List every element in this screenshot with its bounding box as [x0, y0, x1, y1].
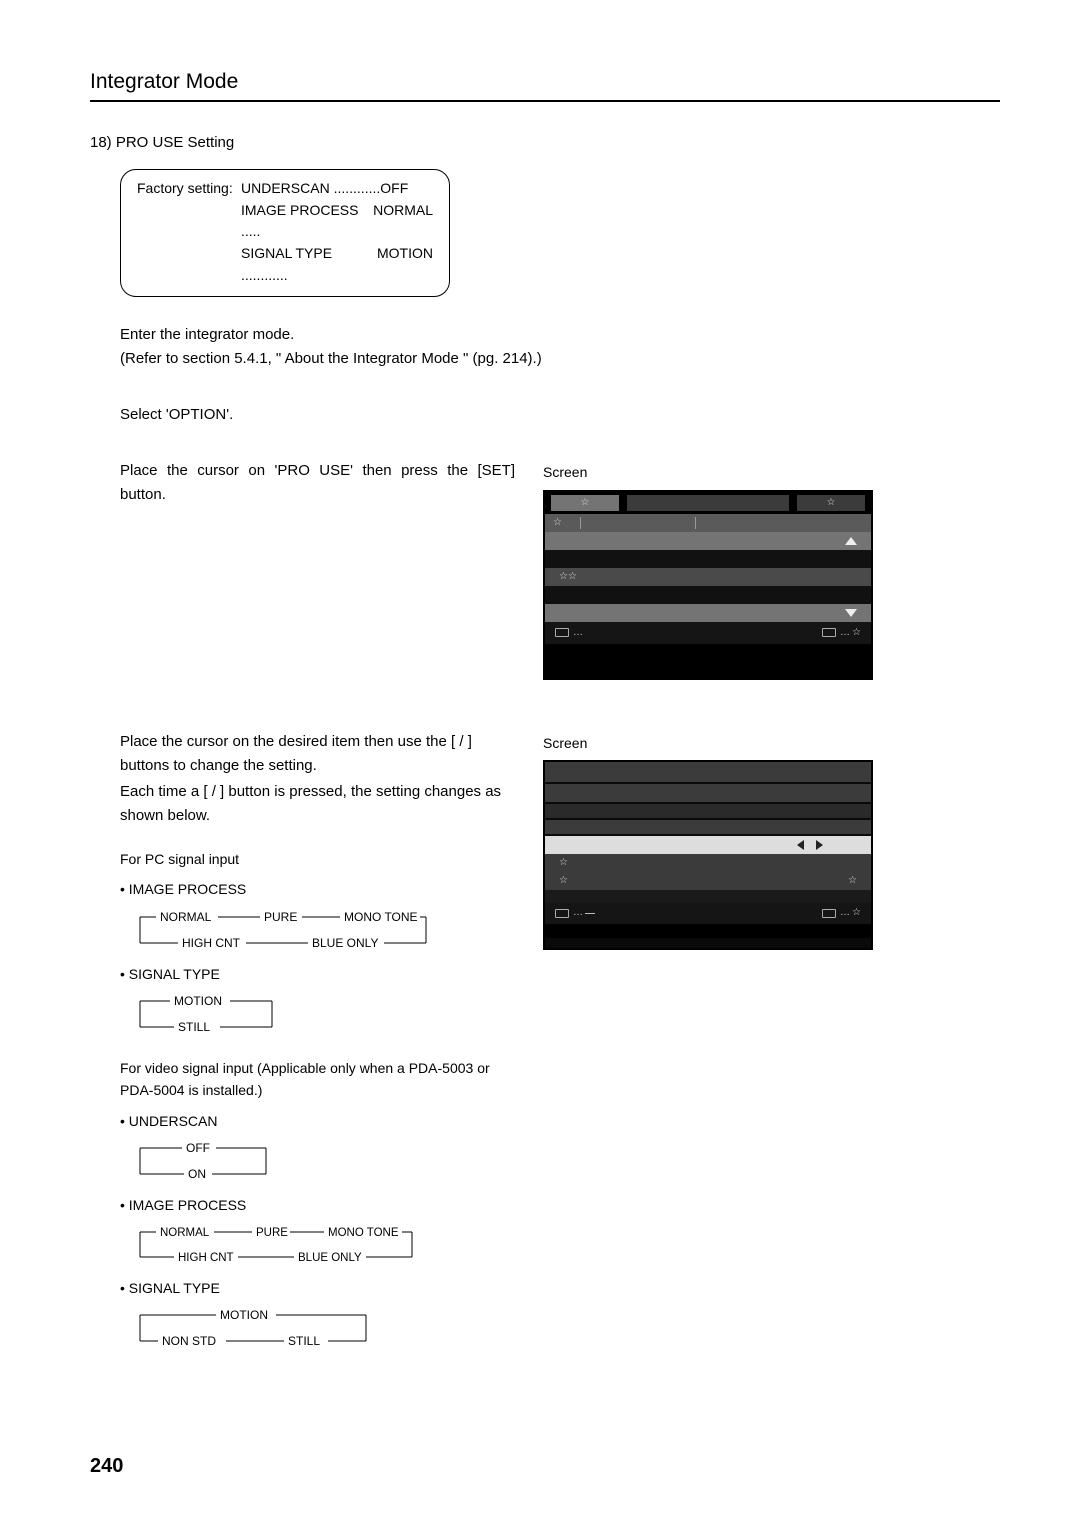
svg-text:NORMAL: NORMAL [160, 910, 212, 924]
factory-item: SIGNAL TYPE ............ [241, 243, 377, 286]
cycle-signal-type-video: MOTION NON STD STILL [134, 1303, 515, 1353]
page-number: 240 [90, 1455, 123, 1478]
step-2: Select 'OPTION'. [120, 403, 1000, 427]
bullet-underscan: • UNDERSCAN [120, 1110, 515, 1132]
left-right-control [789, 838, 831, 852]
svg-text:STILL: STILL [288, 1334, 320, 1348]
cycle-image-process-pc: NORMAL PURE MONO TONE HIGH CNT BLUE ONLY [134, 905, 515, 955]
video-input-label: For video signal input (Applicable only … [120, 1057, 515, 1102]
cycle-signal-type-pc: MOTION STILL [134, 989, 515, 1039]
svg-text:NORMAL: NORMAL [160, 1227, 210, 1239]
svg-text:MONO TONE: MONO TONE [328, 1227, 399, 1239]
step-text: Enter the integrator mode. [120, 323, 1000, 347]
star-icon: ☆ [559, 876, 568, 886]
svg-text:PURE: PURE [264, 910, 297, 924]
arrow-right-icon [816, 840, 823, 850]
factory-item: UNDERSCAN ............ [241, 178, 380, 200]
step-text: Place the cursor on the desired item the… [120, 730, 515, 778]
osd-screen-option: ☆ ☆ ☆ ☆☆ … …☆ [543, 490, 873, 680]
step-text: Each time a [ / ] button is pressed, the… [120, 780, 515, 828]
page-title: Integrator Mode [90, 70, 1000, 102]
osd-screen-prouse: ☆ ☆ ☆ … …☆ [543, 760, 873, 950]
svg-text:PURE: PURE [256, 1227, 288, 1239]
svg-text:ON: ON [188, 1167, 206, 1181]
factory-value: NORMAL [373, 200, 433, 243]
bullet-image-process: • IMAGE PROCESS [120, 878, 515, 900]
cycle-underscan: OFF ON [134, 1136, 515, 1186]
arrow-left-icon [797, 840, 804, 850]
svg-text:NON STD: NON STD [162, 1334, 216, 1348]
step-3: Place the cursor on 'PRO USE' then press… [120, 459, 1000, 679]
bullet-signal-type-2: • SIGNAL TYPE [120, 1277, 515, 1299]
screen-label: Screen [543, 461, 883, 483]
star-icon: ☆ [848, 876, 857, 886]
svg-text:OFF: OFF [186, 1141, 210, 1155]
svg-text:MOTION: MOTION [174, 994, 222, 1008]
footer-left: … [555, 625, 581, 641]
star-icon: ☆ [581, 498, 590, 508]
step-text: Select 'OPTION'. [120, 403, 1000, 427]
factory-label: Factory setting: [137, 178, 241, 200]
pc-input-label: For PC signal input [120, 848, 515, 870]
svg-text:MOTION: MOTION [220, 1308, 268, 1322]
bullet-image-process-2: • IMAGE PROCESS [120, 1194, 515, 1216]
step-4: Place the cursor on the desired item the… [120, 730, 1000, 1355]
svg-text:BLUE ONLY: BLUE ONLY [298, 1252, 362, 1264]
factory-item: IMAGE PROCESS ..... [241, 200, 373, 243]
star-icon: ☆ [827, 498, 836, 508]
arrow-down-icon [845, 609, 857, 617]
factory-value: MOTION [377, 243, 433, 286]
footer-right: …☆ [822, 905, 861, 921]
arrow-up-icon [845, 537, 857, 545]
factory-setting-box: Factory setting: UNDERSCAN ............ … [120, 169, 450, 297]
cycle-image-process-video: NORMAL PURE MONO TONE HIGH CNT BLUE ONLY [134, 1221, 515, 1269]
bullet-signal-type: • SIGNAL TYPE [120, 963, 515, 985]
footer-left: … [555, 905, 595, 921]
svg-text:STILL: STILL [178, 1020, 210, 1034]
star-icon: ☆ [553, 518, 562, 528]
step-text: (Refer to section 5.4.1, " About the Int… [120, 347, 1000, 371]
footer-right: …☆ [822, 625, 861, 641]
factory-value: OFF [380, 178, 408, 200]
svg-text:HIGH CNT: HIGH CNT [182, 936, 241, 950]
step-text: Place the cursor on 'PRO USE' then press… [120, 459, 515, 507]
section-heading: 18) PRO USE Setting [90, 134, 1000, 151]
star-icon: ☆ [559, 858, 568, 868]
step-1: Enter the integrator mode. (Refer to sec… [120, 323, 1000, 371]
svg-text:HIGH CNT: HIGH CNT [178, 1252, 234, 1264]
svg-text:BLUE ONLY: BLUE ONLY [312, 936, 378, 950]
svg-text:MONO TONE: MONO TONE [344, 910, 418, 924]
screen-label: Screen [543, 732, 883, 754]
